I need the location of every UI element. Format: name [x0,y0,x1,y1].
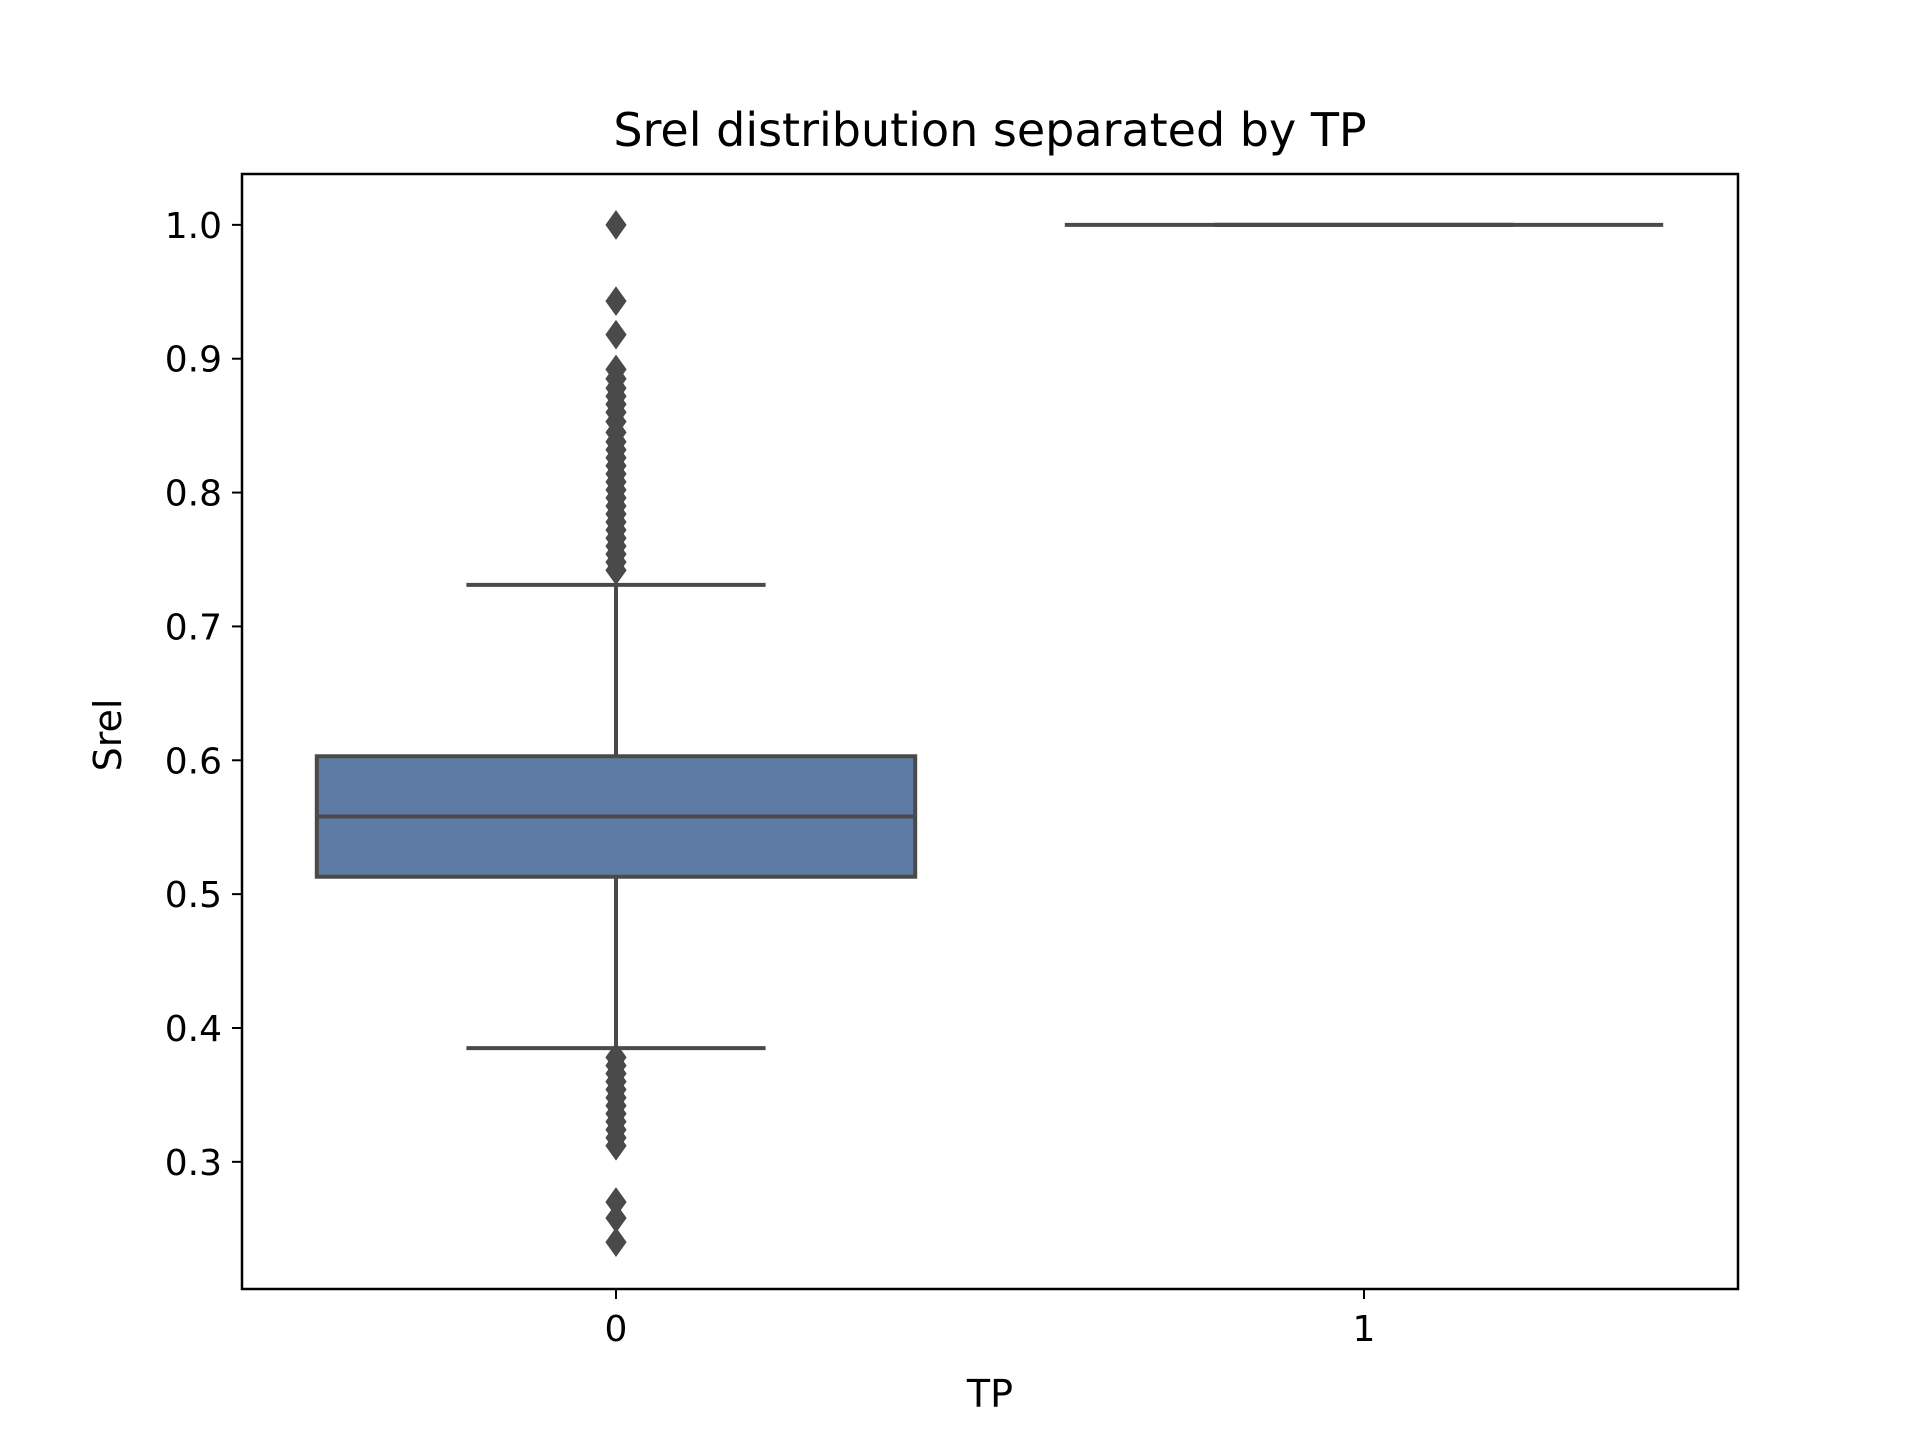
outlier-point [605,1130,627,1161]
y-tick-label: 0.6 [165,741,222,782]
outlier-point [605,210,627,240]
outlier-point [605,286,627,317]
y-tick-label: 0.9 [165,340,222,381]
outlier-point [605,1227,627,1258]
x-axis-label: TP [966,1372,1013,1416]
plot-frame [240,172,1740,1291]
outlier-point [605,555,627,586]
y-tick-label: 0.5 [165,875,222,916]
x-tick-label: 1 [1353,1309,1376,1350]
y-tick-label: 0.4 [165,1009,222,1050]
y-tick-label: 1.0 [165,206,222,247]
outlier-point [605,319,627,350]
x-tick-label: 0 [605,1309,628,1350]
y-tick-label: 0.8 [165,474,222,515]
plot-area: 0.3 0.4 0.5 0.6 0.7 0.8 0.9 1.0 0 1 [165,172,1740,1350]
y-axis-label: Srel [86,699,130,772]
y-tick-label: 0.3 [165,1143,222,1184]
chart-title: Srel distribution separated by TP [613,103,1366,157]
y-tick-label: 0.7 [165,607,222,648]
